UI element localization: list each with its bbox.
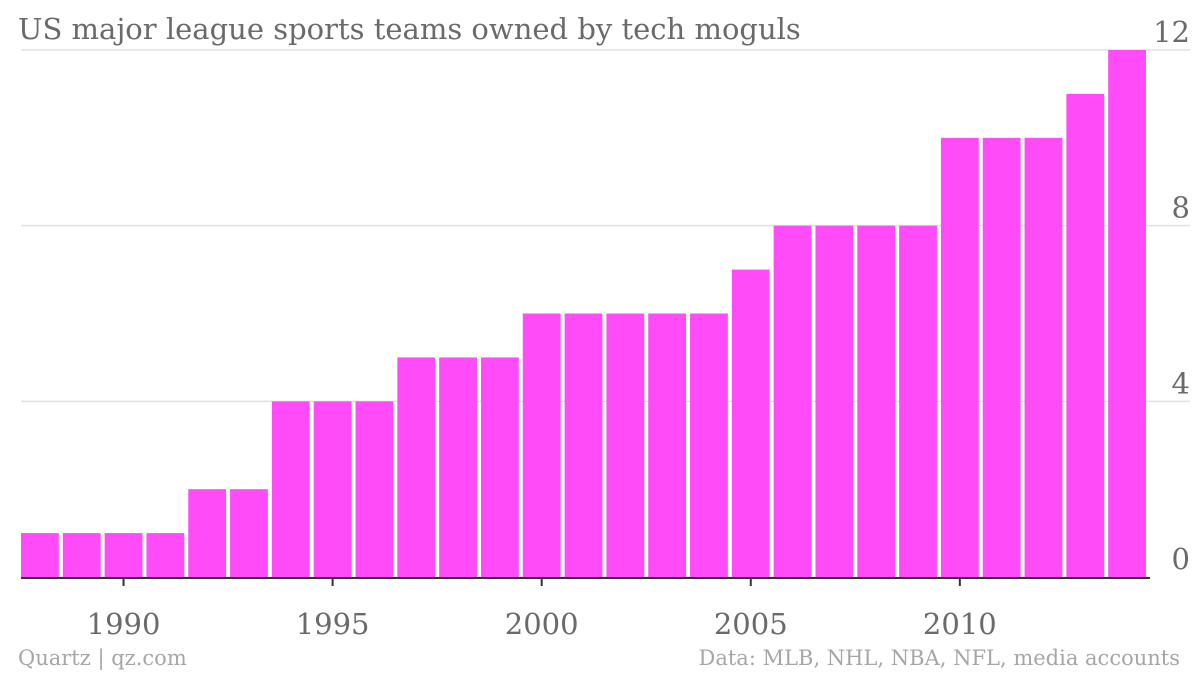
bar-2012 <box>1024 137 1063 578</box>
bar-1993 <box>230 489 268 577</box>
bar-2014 <box>1108 50 1146 577</box>
bar-1995 <box>313 401 352 577</box>
bar-1991 <box>146 533 185 577</box>
x-tick-label: 2000 <box>505 607 579 641</box>
y-tick-label: 12 <box>1153 15 1190 49</box>
bar-2001 <box>564 313 603 577</box>
y-tick-label: 8 <box>1172 191 1190 225</box>
bar-2013 <box>1066 93 1105 578</box>
chart-title: US major league sports teams owned by te… <box>18 12 801 46</box>
bar-1999 <box>480 357 519 577</box>
bar-2011 <box>982 137 1021 578</box>
bar-2000 <box>522 313 561 577</box>
bar-2003 <box>648 313 687 577</box>
bar-2005 <box>731 269 770 577</box>
y-tick-label: 0 <box>1172 542 1190 576</box>
bar-1997 <box>397 357 436 577</box>
bar-1989 <box>62 533 101 577</box>
bar-1996 <box>355 401 394 577</box>
x-tick-label: 2010 <box>923 607 997 641</box>
bar-2006 <box>773 225 812 577</box>
bar-2007 <box>815 225 854 577</box>
bar-2004 <box>690 313 728 577</box>
bar-2009 <box>899 225 937 577</box>
y-tick-label: 4 <box>1172 366 1190 400</box>
bar-2008 <box>857 225 896 577</box>
source-credit: Quartz | qz.com <box>18 646 187 670</box>
data-source: Data: MLB, NHL, NBA, NFL, media accounts <box>698 646 1181 670</box>
bar-1994 <box>271 401 310 577</box>
bar-2010 <box>940 137 979 578</box>
axes <box>21 577 1150 586</box>
bars <box>21 50 1146 578</box>
tick-labels: 0 4 8 12 1990 1995 2000 2005 2010 <box>87 15 1190 641</box>
bar-1998 <box>439 357 477 577</box>
x-tick-label: 1995 <box>296 607 370 641</box>
bar-1992 <box>188 489 227 577</box>
x-tick-label: 2005 <box>714 607 788 641</box>
bar-1990 <box>104 533 143 577</box>
bar-2002 <box>606 313 645 577</box>
bar-1988 <box>21 533 59 577</box>
x-tick-label: 1990 <box>87 607 161 641</box>
